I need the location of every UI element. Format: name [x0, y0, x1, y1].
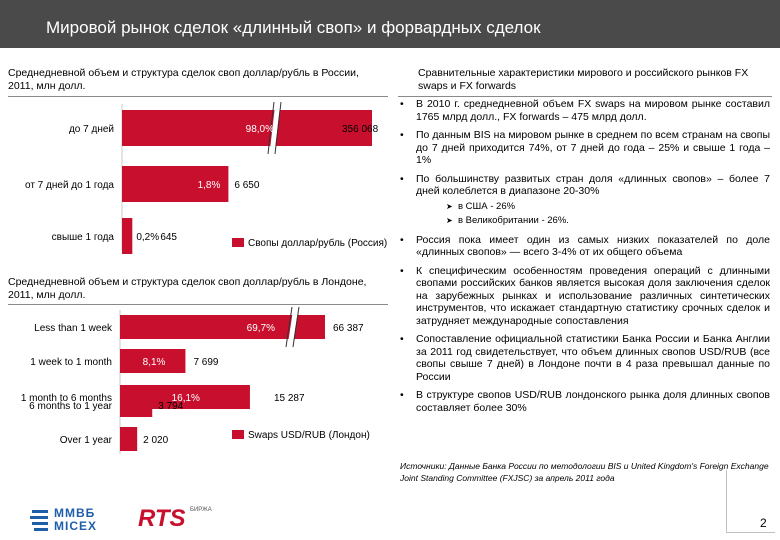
- page-title: Мировой рынок сделок «длинный своп» и фо…: [46, 18, 541, 37]
- micex-logo-mark: [30, 510, 48, 531]
- value-label: 645: [160, 232, 177, 243]
- bullet-dot: •: [400, 389, 404, 401]
- bullet-item: • В 2010 г. среднедневной объем FX swaps …: [398, 98, 770, 123]
- arrow-icon: ➤: [446, 216, 453, 225]
- russia-legend: Свопы доллар/рубль (Россия): [232, 238, 387, 249]
- rts-logo-sub: БИРЖА: [190, 507, 212, 513]
- bullet-text: К специфическим особенностям проведения …: [416, 264, 770, 327]
- arrow-icon: ➤: [446, 201, 453, 211]
- axis-break-gap: [269, 101, 281, 155]
- london-chart-title: Среднедневной объем и структура сделок с…: [8, 276, 367, 301]
- value-label: 66 387: [333, 323, 364, 334]
- bullet-text: В структуре свопов USD/RUB лондонского р…: [416, 389, 770, 414]
- london-legend: Swaps USD/RUB (Лондон): [232, 430, 370, 441]
- bullet-item: • Сопоставление официальной статистики Ба…: [398, 333, 770, 383]
- bar: [120, 427, 138, 451]
- bullet-text: Россия пока имеет один из самых низких п…: [416, 233, 770, 259]
- percent-label: 16,1%: [172, 393, 200, 404]
- sub-bullet-text: в США - 26%: [458, 200, 516, 212]
- value-label: 15 287: [274, 393, 305, 404]
- page-number: 2: [760, 516, 767, 530]
- source-note: Источники: Данные Банка России по методо…: [400, 461, 769, 483]
- micex-logo-bottom: MICEX: [54, 519, 98, 533]
- value-label: 3 794: [158, 401, 183, 412]
- page-number-frame: [726, 470, 775, 533]
- bullet-dot: •: [400, 233, 404, 246]
- percent-label: 69,7%: [247, 323, 275, 334]
- bullet-text: По данным BIS на мировом рынке в среднем…: [416, 129, 770, 166]
- value-label: 2 020: [143, 435, 168, 446]
- micex-logo-top: ММВБ: [54, 506, 96, 520]
- bullet-text: Сопоставление официальной статистики Бан…: [416, 333, 770, 383]
- axis-break-line: [285, 306, 293, 348]
- bullet-dot: •: [400, 98, 404, 110]
- bullet-item: • По данным BIS на мировом рынке в средне…: [398, 129, 770, 167]
- bullet-dot: •: [400, 264, 404, 277]
- category-label: 1 month to 6 months: [21, 393, 112, 404]
- divider: [8, 304, 388, 305]
- bullet-item: • К специфическим особенностям проведения…: [398, 265, 770, 328]
- percent-label: 1,8%: [198, 180, 221, 191]
- value-label: 356 068: [342, 124, 379, 135]
- bullet-dot: •: [400, 333, 404, 345]
- bullet-text: В 2010 г. среднедневной объем FX swaps н…: [416, 98, 770, 123]
- category-label: от 7 дней до 1 года: [25, 180, 114, 191]
- divider: [8, 96, 388, 97]
- percent-label: 0,2%: [136, 232, 159, 243]
- bar: [122, 218, 133, 254]
- bar: [120, 349, 186, 373]
- value-label: 6 650: [234, 180, 259, 191]
- value-label: 7 699: [193, 357, 218, 368]
- category-label: свыше 1 года: [52, 232, 115, 243]
- category-label: 6 months to 1 year: [29, 401, 112, 412]
- category-label: 1 week to 1 month: [30, 357, 112, 368]
- russia-chart-title: Среднедневной объем и структура сделок с…: [8, 67, 359, 92]
- bar: [122, 110, 372, 146]
- legend-swatch: [232, 238, 244, 247]
- category-label: Less than 1 week: [34, 323, 113, 334]
- bullet-list: • В 2010 г. среднедневной объем FX swaps …: [398, 98, 770, 420]
- legend-swatch: [232, 430, 244, 439]
- legend-label: Свопы доллар/рубль (Россия): [248, 238, 388, 249]
- category-label: до 7 дней: [69, 124, 114, 135]
- london-bar-chart: Less than 1 week 69,7% 66 387 1 week to 1 m…: [21, 306, 364, 454]
- sub-bullet-item: ➤ в США - 26%: [398, 201, 770, 214]
- bullet-dot: •: [400, 129, 404, 141]
- axis-break-gap: [287, 306, 299, 348]
- bullet-item: • По большинству развитых стран доля «дли…: [398, 173, 770, 198]
- divider: [398, 96, 772, 97]
- bar: [122, 166, 229, 202]
- bullet-item: • Россия пока имеет один из самых низких …: [398, 234, 770, 259]
- comparison-title: Сравнительные характеристики мирового и …: [418, 67, 749, 92]
- bullet-item: • В структуре свопов USD/RUB лондонского …: [398, 389, 770, 414]
- sub-bullet-text: в Великобритании - 26%.: [458, 215, 569, 226]
- bar: [120, 393, 153, 417]
- axis-break-line: [267, 101, 275, 155]
- category-label: Over 1 year: [60, 435, 113, 446]
- rts-logo-text: RTS: [138, 505, 186, 532]
- axis-break-line: [292, 306, 300, 348]
- percent-label: 8,1%: [143, 357, 166, 368]
- title-bar: Мировой рынок сделок «длинный своп» и фо…: [0, 0, 780, 48]
- bullet-text: По большинству развитых стран доля «длин…: [416, 172, 770, 198]
- bullet-dot: •: [400, 172, 404, 185]
- sub-bullet-item: ➤ в Великобритании - 26%.: [398, 215, 770, 228]
- legend-label: Swaps USD/RUB (Лондон): [248, 430, 370, 441]
- russia-bar-chart: до 7 дней 98,0% 356 068 от 7 дней до 1 года…: [25, 101, 379, 254]
- percent-label: 98,0%: [246, 124, 274, 135]
- micex-logo: ММВБ MICEX: [30, 506, 130, 539]
- axis-break-line: [274, 101, 282, 155]
